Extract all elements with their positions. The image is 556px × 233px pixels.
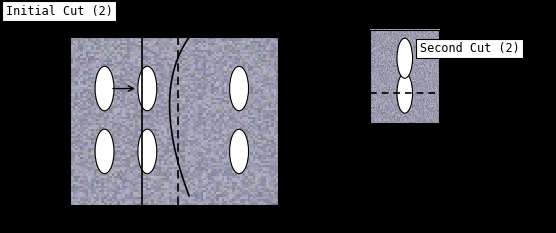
Ellipse shape (138, 66, 157, 111)
Text: Initial Cut (2): Initial Cut (2) (6, 5, 112, 18)
Ellipse shape (230, 66, 249, 111)
Ellipse shape (95, 129, 114, 174)
Ellipse shape (95, 66, 114, 111)
Text: Second Cut (2): Second Cut (2) (420, 42, 519, 55)
Bar (70, 37, 278, 205)
Ellipse shape (138, 129, 157, 174)
Ellipse shape (397, 73, 413, 113)
Bar (370, 30, 439, 123)
Ellipse shape (230, 129, 249, 174)
Ellipse shape (397, 38, 413, 78)
